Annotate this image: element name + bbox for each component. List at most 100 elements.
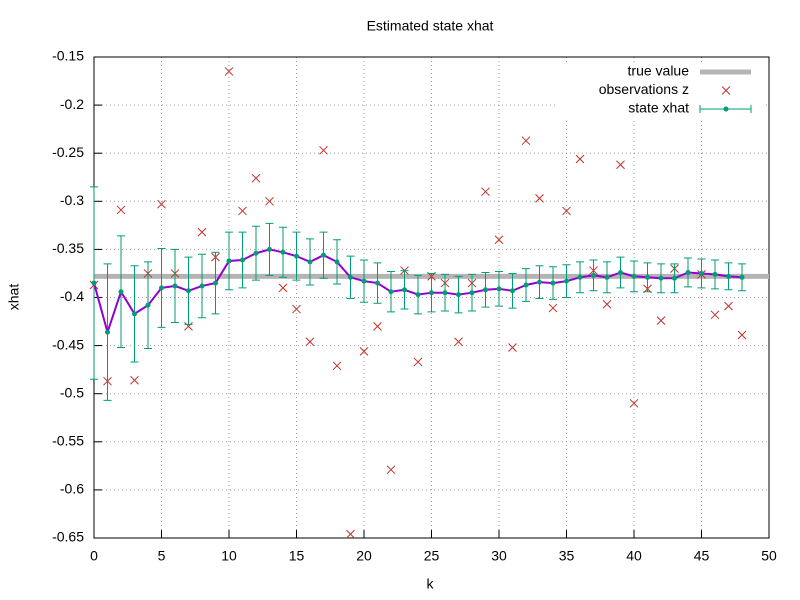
x-tick-label: 35 <box>559 548 575 564</box>
observation-point <box>386 465 396 475</box>
observation-point <box>602 299 612 309</box>
state-point <box>415 292 421 298</box>
state-point <box>550 280 556 286</box>
x-tick-label: 0 <box>90 548 98 564</box>
state-point <box>658 275 664 281</box>
y-tick-label: -0.6 <box>60 481 84 497</box>
state-point <box>118 289 124 295</box>
y-tick-label: -0.4 <box>60 288 84 304</box>
y-tick-label: -0.55 <box>52 433 84 449</box>
legend-swatch <box>723 106 729 112</box>
legend-label: true value <box>628 63 690 79</box>
state-point <box>172 283 178 289</box>
legend-label: observations z <box>599 81 689 97</box>
x-tick-label: 25 <box>424 548 440 564</box>
state-point <box>145 302 151 308</box>
observation-point <box>292 304 301 314</box>
state-point <box>429 290 434 296</box>
y-tick-label: -0.2 <box>60 96 84 112</box>
observation-point <box>413 357 423 367</box>
state-point <box>456 292 461 298</box>
state-point <box>388 289 394 295</box>
state-point <box>240 257 245 263</box>
observation-point <box>656 316 666 325</box>
state-point <box>267 246 272 252</box>
state-point <box>321 252 326 258</box>
state-point <box>469 290 475 296</box>
state-point <box>604 274 610 280</box>
y-tick-label: -0.45 <box>52 336 84 352</box>
state-point <box>91 280 97 286</box>
observation-point <box>373 322 382 331</box>
state-point <box>726 273 731 279</box>
observation-point <box>278 283 288 293</box>
state-point <box>672 275 677 281</box>
observation-point <box>157 199 166 209</box>
observation-point <box>116 205 126 215</box>
state-point <box>253 250 259 256</box>
state-point <box>361 278 367 284</box>
observation-point <box>562 206 571 216</box>
x-tick-label: 20 <box>356 548 372 564</box>
observation-point <box>238 206 247 216</box>
x-tick-label: 40 <box>626 548 642 564</box>
state-point <box>712 271 718 277</box>
state-point <box>496 286 502 292</box>
observation-point <box>319 145 328 155</box>
y-axis-label: xhat <box>6 284 22 311</box>
state-point <box>280 249 286 255</box>
state-point <box>591 272 596 278</box>
state-point <box>564 278 569 284</box>
y-tick-label: -0.65 <box>52 529 84 545</box>
x-tick-label: 45 <box>694 548 710 564</box>
x-tick-label: 15 <box>289 548 305 564</box>
state-point <box>334 259 340 265</box>
state-point <box>294 253 299 259</box>
state-point <box>375 280 380 286</box>
observation-point <box>332 361 342 371</box>
observation-point <box>494 235 504 245</box>
x-tick-label: 10 <box>221 548 237 564</box>
observation-point <box>359 347 369 356</box>
state-point <box>213 280 218 286</box>
state-point <box>645 274 650 280</box>
state-point <box>537 279 542 285</box>
state-point <box>577 274 583 280</box>
state-point <box>159 285 164 291</box>
observation-point <box>265 196 274 206</box>
observation-point <box>251 173 261 183</box>
state-point <box>186 288 191 294</box>
observation-point <box>535 194 544 203</box>
y-tick-label: -0.25 <box>52 144 84 160</box>
observation-point <box>197 227 207 237</box>
state-point <box>307 259 313 265</box>
observation-point <box>184 322 193 331</box>
state-point <box>685 269 691 275</box>
state-point <box>618 269 623 275</box>
state-point <box>402 287 407 293</box>
legend-label: state xhat <box>628 100 689 116</box>
observation-point <box>629 398 639 408</box>
legend-swatch <box>721 86 731 95</box>
observation-point <box>130 375 139 385</box>
chart-title: Estimated state xhat <box>367 18 494 34</box>
state-point <box>739 274 745 280</box>
observation-point <box>224 67 234 76</box>
state-point <box>348 274 353 280</box>
x-tick-label: 5 <box>158 548 166 564</box>
observation-point <box>710 310 720 320</box>
observation-point <box>521 136 531 146</box>
observation-point <box>548 303 558 313</box>
state-point <box>631 273 637 279</box>
observation-point <box>724 301 733 311</box>
observation-point <box>508 343 517 352</box>
observation-point <box>575 154 585 164</box>
x-axis-label: k <box>427 576 435 592</box>
state-point <box>699 270 704 276</box>
observation-point <box>481 187 490 197</box>
state-point <box>226 258 232 264</box>
state-point <box>199 283 205 289</box>
observation-point <box>616 160 625 170</box>
observation-point <box>737 330 747 340</box>
